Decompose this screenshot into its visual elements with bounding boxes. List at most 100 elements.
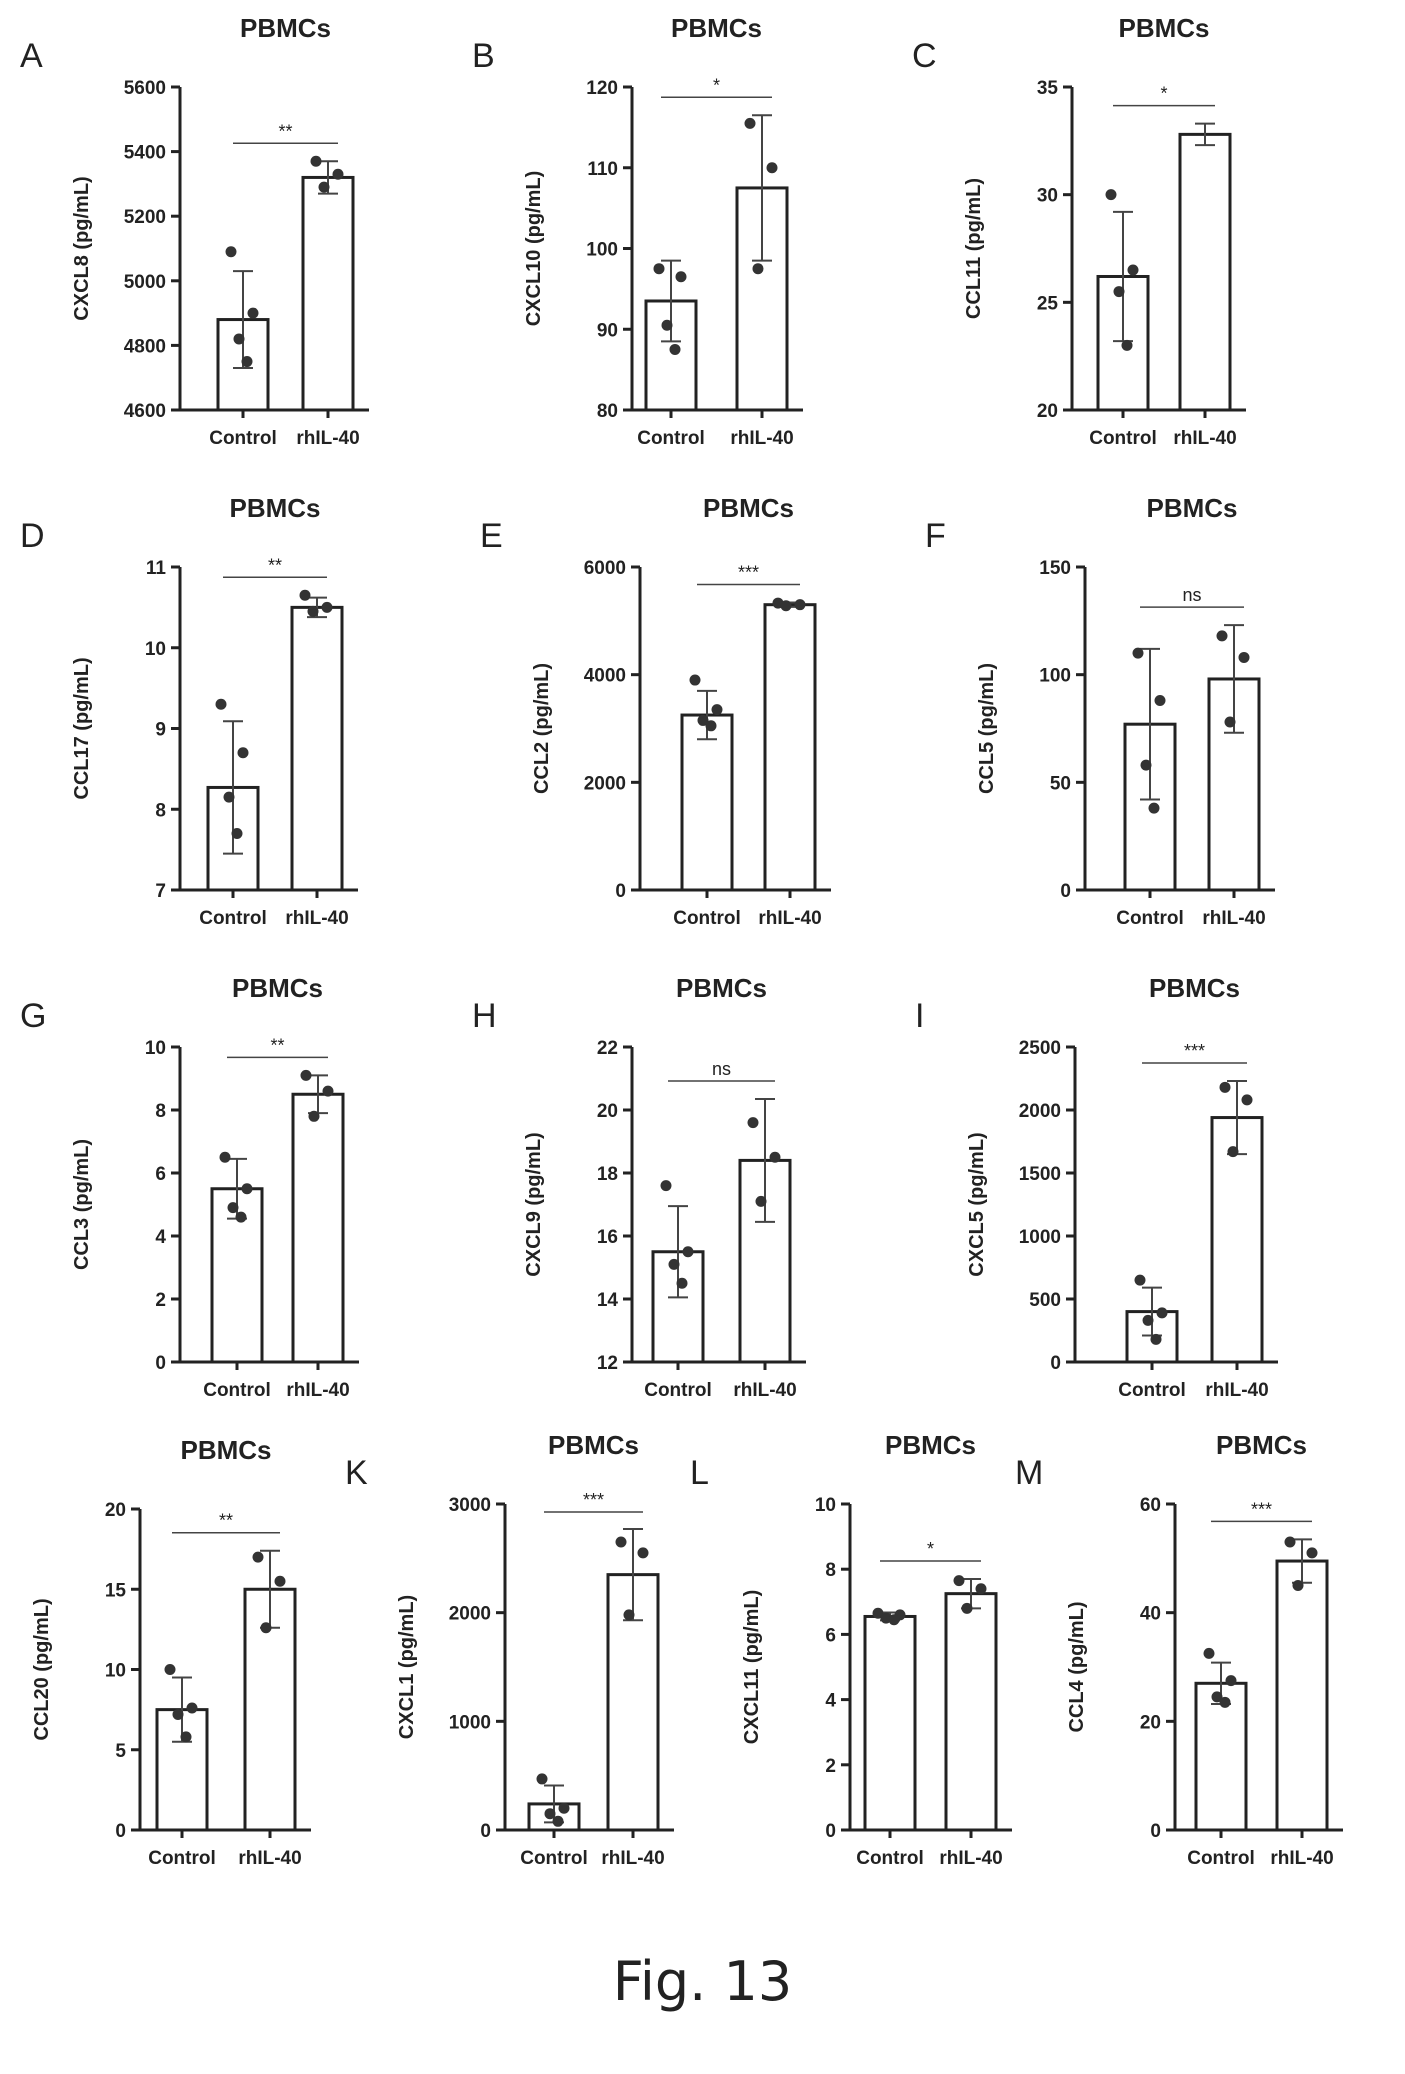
data-point-g <box>219 1151 231 1163</box>
significance-label-a: ** <box>278 121 292 141</box>
significance-label-j: ** <box>219 1511 233 1531</box>
y-tick-label-b: 120 <box>586 78 618 99</box>
y-tick-label-a: 4600 <box>124 401 166 422</box>
y-tick-label-d: 11 <box>146 558 167 579</box>
significance-label-i: *** <box>1184 1041 1205 1061</box>
significance-label-l: * <box>927 1539 934 1559</box>
x-category-label-i: Control <box>1118 1380 1186 1401</box>
y-tick-label-f: 150 <box>1039 558 1071 579</box>
data-point-d <box>299 589 311 601</box>
panel-label-c: C <box>912 37 937 75</box>
y-tick-label-d: 9 <box>155 720 166 741</box>
data-point-a <box>332 168 344 180</box>
data-point-l <box>872 1607 884 1619</box>
chart-a: A PBMCs CXCL8 (pg/mL) 4600 4800 5000 5200 5400 5… <box>20 13 369 449</box>
y-tick-label-c: 30 <box>1037 186 1058 207</box>
data-point-g <box>308 1110 320 1122</box>
data-point-f <box>1238 651 1250 663</box>
y-tick-label-j: 0 <box>115 1821 126 1842</box>
data-point-c <box>1113 286 1125 298</box>
chart-c: C PBMCs CCL11 (pg/mL) 20 25 30 35 Control rhIL-4… <box>912 13 1246 449</box>
panel-label-e: E <box>480 517 503 555</box>
data-point-i <box>1142 1314 1154 1326</box>
y-tick-label-m: 20 <box>1140 1712 1161 1733</box>
y-tick-label-k: 1000 <box>449 1712 491 1733</box>
data-point-b <box>744 117 756 129</box>
x-category-label-d: rhIL-40 <box>285 908 348 929</box>
panel-label-g: G <box>20 997 46 1035</box>
y-tick-label-c: 35 <box>1037 78 1059 99</box>
data-point-m <box>1225 1675 1237 1687</box>
data-point-b <box>661 319 673 331</box>
x-category-label-k: rhIL-40 <box>601 1848 664 1869</box>
data-point-m <box>1219 1696 1231 1708</box>
significance-label-e: *** <box>738 563 759 583</box>
data-point-f <box>1154 695 1166 707</box>
chart-h: H PBMCs CXCL9 (pg/mL) 12 14 16 18 20 22 Control rh… <box>472 973 806 1401</box>
x-category-label-e: rhIL-40 <box>758 908 821 929</box>
data-point-h <box>668 1258 680 1270</box>
y-tick-label-l: 10 <box>815 1495 836 1516</box>
data-point-a <box>233 333 245 345</box>
panel-label-m: M <box>1015 1454 1043 1492</box>
data-point-j <box>172 1708 184 1720</box>
y-tick-label-c: 25 <box>1037 293 1059 314</box>
y-tick-label-h: 16 <box>597 1227 618 1248</box>
y-axis-label-j: CCL20 (pg/mL) <box>31 1598 53 1740</box>
y-tick-label-k: 3000 <box>449 1495 491 1516</box>
significance-label-k: *** <box>583 1490 604 1510</box>
data-point-e <box>689 674 701 686</box>
data-point-l <box>888 1614 900 1626</box>
chart-title-e: PBMCs <box>703 493 794 523</box>
data-point-l <box>975 1583 987 1595</box>
significance-label-b: * <box>713 75 720 95</box>
chart-l: L PBMCs CXCL11 (pg/mL) 0 2 4 6 8 10 Control rhIL-4… <box>690 1430 1012 1869</box>
y-tick-label-g: 6 <box>155 1164 166 1185</box>
significance-label-g: ** <box>270 1035 284 1055</box>
chart-k: K PBMCs CXCL1 (pg/mL) 0 1000 2000 3000 Control r… <box>345 1430 674 1869</box>
y-tick-label-k: 0 <box>480 1821 491 1842</box>
data-point-f <box>1224 716 1236 728</box>
y-tick-label-h: 22 <box>597 1038 618 1059</box>
bar-a-rhil-40 <box>301 175 355 412</box>
y-axis-label-e: CCL2 (pg/mL) <box>531 663 553 794</box>
y-tick-label-f: 0 <box>1060 881 1071 902</box>
chart-i: I PBMCs CXCL5 (pg/mL) 0 500 1000 1500 2000 2500 C… <box>915 973 1278 1401</box>
data-point-k <box>637 1547 649 1559</box>
bar-e-rhil-40 <box>763 603 817 892</box>
x-category-label-c: Control <box>1089 428 1157 449</box>
data-point-d <box>215 698 227 710</box>
y-tick-label-i: 1000 <box>1019 1227 1061 1248</box>
chart-title-g: PBMCs <box>232 973 323 1003</box>
x-category-label-g: rhIL-40 <box>286 1380 349 1401</box>
y-tick-label-i: 2500 <box>1019 1038 1061 1059</box>
data-point-h <box>755 1195 767 1207</box>
y-tick-label-b: 110 <box>587 159 618 180</box>
y-tick-label-l: 4 <box>825 1691 836 1712</box>
y-tick-label-l: 2 <box>825 1756 836 1777</box>
y-tick-label-m: 60 <box>1140 1495 1161 1516</box>
chart-title-c: PBMCs <box>1118 13 1209 43</box>
x-category-label-m: rhIL-40 <box>1270 1848 1333 1869</box>
data-point-d <box>321 601 333 613</box>
chart-title-f: PBMCs <box>1146 493 1237 523</box>
y-tick-label-a: 5200 <box>124 207 166 228</box>
y-tick-label-g: 8 <box>155 1101 166 1122</box>
data-point-h <box>682 1246 694 1258</box>
x-category-label-a: rhIL-40 <box>296 428 359 449</box>
data-point-e <box>705 720 717 732</box>
y-tick-label-j: 10 <box>105 1661 126 1682</box>
data-point-b <box>675 271 687 283</box>
data-point-b <box>752 263 764 275</box>
chart-title-i: PBMCs <box>1149 973 1240 1003</box>
data-point-a <box>318 181 330 193</box>
data-point-k <box>558 1802 570 1814</box>
y-tick-label-k: 2000 <box>449 1604 491 1625</box>
data-point-k <box>544 1808 556 1820</box>
data-point-d <box>307 605 319 617</box>
y-axis-label-l: CXCL11 (pg/mL) <box>741 1590 763 1744</box>
y-tick-label-d: 7 <box>155 881 166 902</box>
x-category-label-f: Control <box>1116 908 1184 929</box>
y-tick-label-b: 90 <box>597 320 618 341</box>
data-point-j <box>180 1731 192 1743</box>
